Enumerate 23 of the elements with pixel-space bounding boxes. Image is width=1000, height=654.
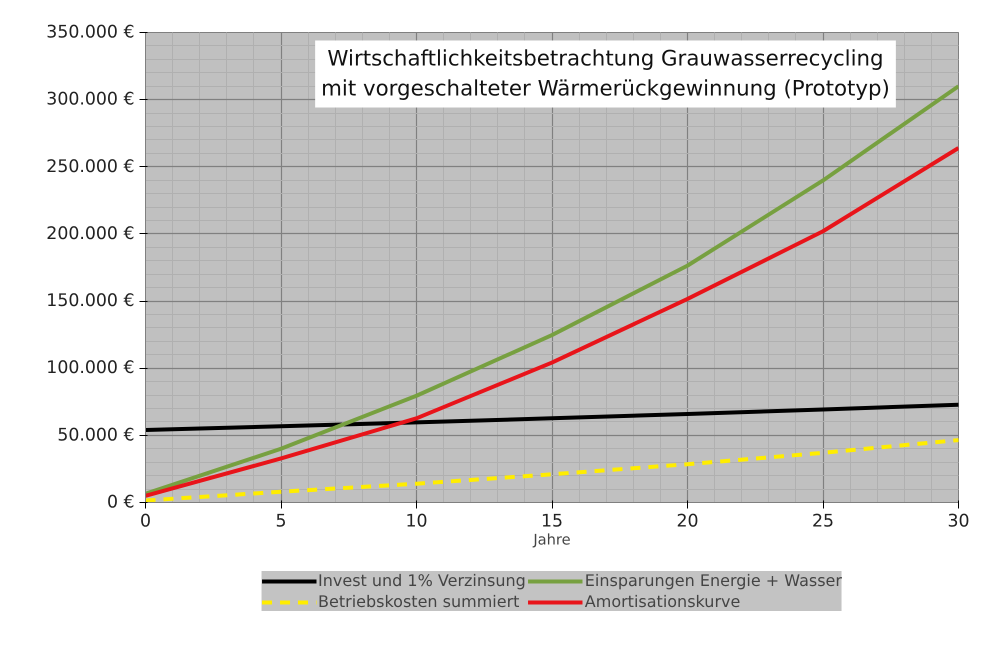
y-tick-label: 200.000 €	[46, 224, 135, 244]
y-tick-label: 100.000 €	[46, 358, 135, 378]
y-tick-label: 300.000 €	[46, 90, 135, 110]
y-tick-label: 350.000 €	[46, 22, 135, 42]
x-tick-label: 25	[812, 512, 834, 532]
y-tick-label: 150.000 €	[46, 291, 135, 312]
y-tick-label: 250.000 €	[46, 156, 135, 177]
x-tick-label: 10	[405, 512, 428, 532]
y-tick-label: 0 €	[106, 492, 135, 512]
legend-label: Betriebskosten summiert	[318, 592, 520, 611]
legend-label: Invest und 1% Verzinsung	[318, 571, 526, 590]
x-tick-label: 30	[947, 512, 970, 532]
legend-label: Einsparungen Energie + Wasser	[584, 571, 842, 590]
legend-label: Amortisationskurve	[584, 592, 740, 611]
y-tick-label: 50.000 €	[57, 425, 135, 446]
x-axis-title: Jahre	[532, 532, 571, 548]
x-tick-label: 0	[140, 512, 152, 532]
x-tick-label: 5	[275, 512, 287, 532]
x-tick-label: 15	[540, 512, 564, 532]
text: Wirtschaftlichkeitsbetrachtung Grauwasserrecycling mit vorgeschalteter Wärmerückgewinnung (Prototyp)	[321, 46, 890, 102]
line-series	[146, 402, 958, 432]
line-series	[146, 146, 958, 498]
x-tick-label: 20	[676, 512, 699, 532]
